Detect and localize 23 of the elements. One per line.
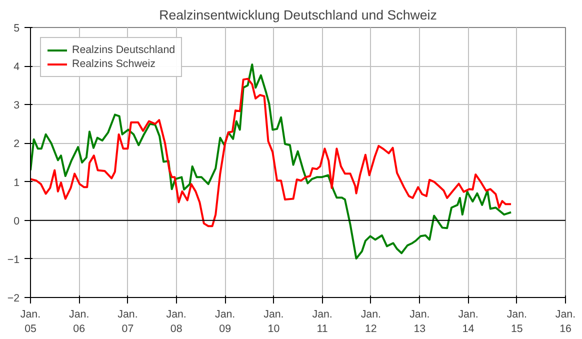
y-tick-label: −2: [7, 292, 20, 304]
y-tick-label: 2: [14, 138, 20, 150]
y-tick-label: 4: [14, 61, 20, 74]
y-tick-label: 1: [14, 176, 20, 189]
x-tick-label: Jan. 14: [458, 308, 478, 335]
x-tick-label: Jan. 15: [506, 308, 527, 335]
y-tick-label: 5: [14, 22, 20, 34]
x-tick-label: Jan. 13: [410, 308, 430, 335]
x-tick-label: Jan. 10: [264, 308, 284, 335]
y-tick-label: 3: [14, 100, 20, 112]
x-tick-label: Jan. 16: [555, 308, 576, 335]
x-tick-label: Jan. 06: [69, 308, 90, 335]
x-tick-label: Jan. 09: [215, 308, 236, 335]
x-tick-label: Jan. 05: [20, 308, 41, 335]
x-tick-label: Jan. 12: [360, 308, 382, 335]
x-tick-label: Jan. 08: [166, 308, 186, 335]
y-tick-label: −1: [7, 254, 20, 266]
y-tick-label: 0: [14, 215, 20, 228]
x-tick-label: Jan. 07: [118, 308, 138, 335]
chart-title: Realzinsentwicklung Deutschland und Schweiz: [159, 8, 437, 22]
legend-label: Realzins Schweiz: [72, 58, 156, 70]
legend-label: Realzins Deutschland: [72, 44, 176, 56]
x-tick-label: Jan. 11: [312, 308, 332, 335]
